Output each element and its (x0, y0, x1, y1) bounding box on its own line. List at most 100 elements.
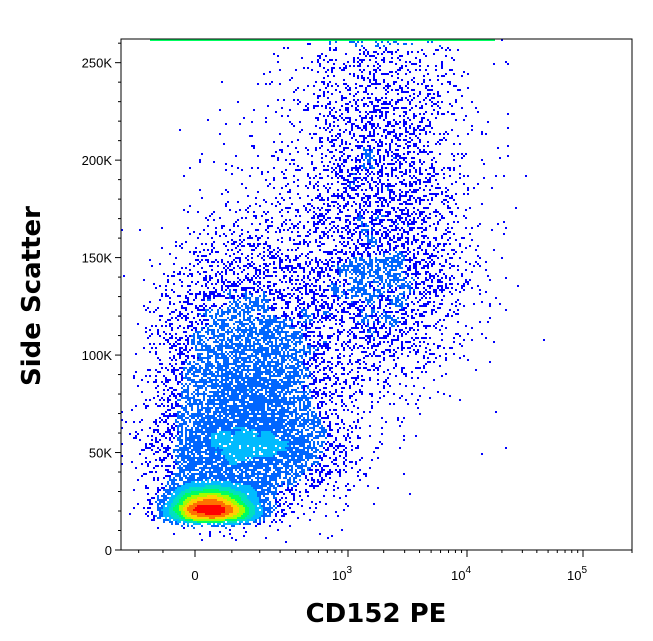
data-point (207, 417, 209, 419)
data-point (253, 287, 255, 289)
data-point (163, 343, 165, 345)
data-point (159, 363, 161, 365)
data-point (285, 345, 287, 347)
data-point (189, 507, 191, 509)
data-point (273, 333, 275, 335)
data-point (211, 483, 213, 485)
data-point (279, 445, 281, 447)
data-point (219, 515, 221, 517)
data-point (265, 371, 267, 373)
data-point (171, 323, 173, 325)
data-point (233, 419, 235, 421)
data-point (209, 501, 211, 503)
data-point (327, 415, 329, 417)
data-point (171, 503, 173, 505)
data-point (225, 491, 227, 493)
data-point (249, 327, 251, 329)
data-point (261, 321, 263, 323)
data-point (193, 413, 195, 415)
data-point (265, 489, 267, 491)
data-point (245, 433, 247, 435)
data-point (281, 509, 283, 511)
data-point (229, 291, 231, 293)
data-point (223, 403, 225, 405)
data-point (215, 459, 217, 461)
data-point (271, 349, 273, 351)
data-point (189, 369, 191, 371)
data-point (293, 425, 295, 427)
data-point (247, 341, 249, 343)
data-point (293, 457, 295, 459)
data-point (187, 459, 189, 461)
data-point (295, 337, 297, 339)
data-point (239, 337, 241, 339)
data-point (229, 473, 231, 475)
data-point (201, 315, 203, 317)
data-point (279, 249, 281, 251)
data-point (249, 513, 251, 515)
data-point (197, 333, 199, 335)
data-point (257, 463, 259, 465)
data-point (265, 355, 267, 357)
data-point (287, 449, 289, 451)
data-point (205, 365, 207, 367)
data-point (229, 523, 231, 525)
data-point (227, 241, 229, 243)
data-point (217, 465, 219, 467)
data-point (177, 483, 179, 485)
data-point (239, 321, 241, 323)
data-point (221, 457, 223, 459)
data-point (235, 345, 237, 347)
data-point (251, 391, 253, 393)
data-point (229, 407, 231, 409)
data-point (297, 397, 299, 399)
data-point (139, 439, 141, 441)
data-point (315, 293, 317, 295)
data-point (233, 411, 235, 413)
data-point (207, 499, 209, 501)
data-point (299, 435, 301, 437)
data-point (251, 287, 253, 289)
data-point (297, 465, 299, 467)
data-point (223, 523, 225, 525)
data-point (243, 449, 245, 451)
data-point (189, 465, 191, 467)
data-point (279, 351, 281, 353)
data-point (203, 303, 205, 305)
data-point (335, 373, 337, 375)
data-point (281, 435, 283, 437)
data-point (191, 415, 193, 417)
data-point (285, 425, 287, 427)
data-point (271, 443, 273, 445)
data-point (211, 471, 213, 473)
data-point (299, 365, 301, 367)
data-point (271, 511, 273, 513)
data-point (221, 483, 223, 485)
data-point (289, 483, 291, 485)
data-point (257, 237, 259, 239)
data-point (187, 301, 189, 303)
data-point (273, 447, 275, 449)
data-point (263, 481, 265, 483)
data-point (285, 159, 287, 161)
data-point (203, 483, 205, 485)
data-point (223, 411, 225, 413)
data-point (259, 515, 261, 517)
data-point (249, 361, 251, 363)
data-point (247, 259, 249, 261)
data-point (209, 407, 211, 409)
data-point (263, 305, 265, 307)
data-point (243, 443, 245, 445)
data-point (163, 433, 165, 435)
data-point (301, 473, 303, 475)
data-point (249, 355, 251, 357)
data-point (283, 357, 285, 359)
data-point (229, 505, 231, 507)
data-point (179, 343, 181, 345)
data-point (221, 507, 223, 509)
data-point (205, 417, 207, 419)
data-point (191, 407, 193, 409)
data-point (351, 401, 353, 403)
data-point (337, 487, 339, 489)
data-point (165, 385, 167, 387)
